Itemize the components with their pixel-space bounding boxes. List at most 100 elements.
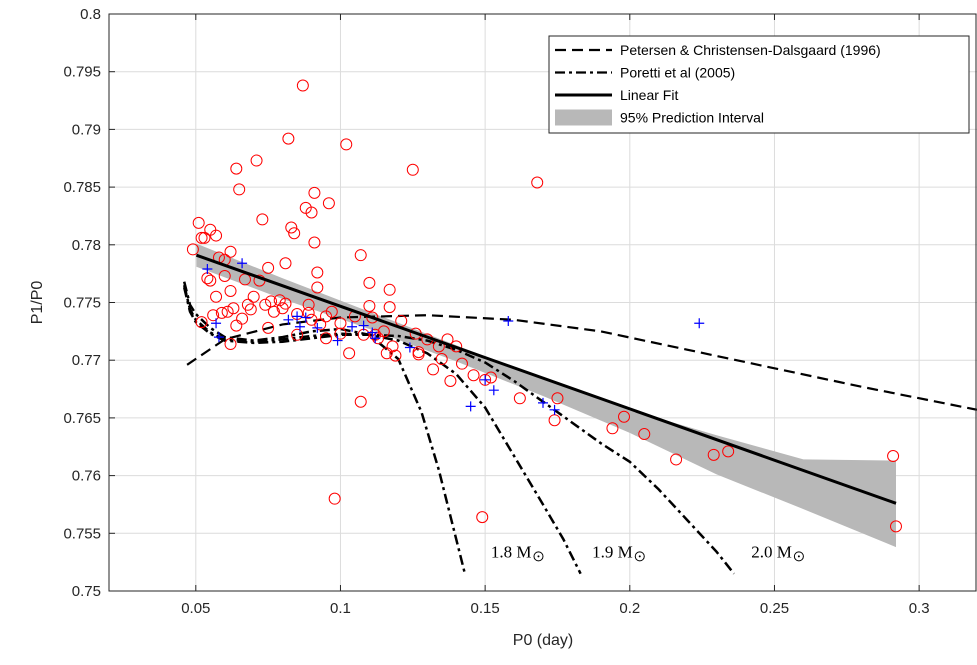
data-point-plus: [404, 342, 415, 353]
x-axis-label: P0 (day): [513, 632, 573, 649]
y-tick-label: 0.75: [72, 583, 101, 600]
sun-symbol-icon: [634, 551, 645, 562]
data-point-circle: [296, 79, 309, 92]
data-point-plus: [488, 385, 499, 396]
data-point-circle: [707, 448, 720, 461]
data-point-circle: [224, 338, 237, 351]
y-tick-label: 0.765: [63, 410, 101, 427]
legend-label: Poretti et al (2005): [620, 65, 735, 81]
mass-label: 2.0 M: [751, 543, 792, 562]
data-point-plus: [503, 315, 514, 326]
data-point-circle: [259, 298, 272, 311]
data-point-circle: [230, 162, 243, 175]
data-point-plus: [213, 332, 224, 343]
legend: Petersen & Christensen-Dalsgaard (1996) P…: [548, 35, 970, 134]
linear-fit-line: [195, 253, 897, 505]
data-point-circle: [322, 197, 335, 210]
y-tick-label: 0.775: [63, 295, 101, 312]
data-point-circle: [343, 347, 356, 360]
data-point-circle: [288, 227, 301, 240]
data-point-circle: [291, 328, 304, 341]
x-tick-label: 0.3: [909, 600, 930, 617]
data-point-plus: [465, 401, 476, 412]
data-point-circle: [354, 249, 367, 262]
data-point-circle: [670, 453, 683, 466]
data-layer: [182, 79, 977, 575]
sun-symbol-dot: [797, 555, 800, 558]
data-point-circle: [320, 332, 332, 345]
data-point-circle: [215, 306, 228, 319]
data-point-circle: [279, 297, 292, 310]
data-point-circle: [311, 266, 324, 279]
data-point-circle: [412, 346, 425, 359]
legend-swatch: [555, 109, 612, 126]
sun-symbol-icon: [533, 551, 544, 562]
data-point-circle: [244, 303, 257, 316]
data-point-circle: [887, 449, 900, 462]
y-tick-label: 0.77: [72, 352, 101, 369]
data-point-circle: [256, 213, 269, 226]
data-point-circle: [224, 284, 237, 297]
poretti-curve: [182, 287, 735, 575]
data-point-circle: [311, 281, 324, 294]
data-point-circle: [285, 221, 298, 234]
data-point-circle: [328, 492, 341, 505]
poretti-curve: [182, 284, 582, 575]
data-point-circle: [308, 186, 321, 199]
x-tick-label: 0.25: [760, 600, 789, 617]
sun-symbol-dot: [537, 555, 540, 558]
data-point-plus: [367, 327, 378, 338]
sun-symbol-dot: [638, 555, 641, 558]
data-point-plus: [347, 321, 358, 332]
data-point-circle: [308, 236, 321, 249]
data-point-circle: [218, 269, 231, 282]
data-point-circle: [227, 302, 240, 315]
data-point-circle: [531, 176, 544, 189]
data-point-plus: [480, 374, 491, 385]
poretti-curve: [182, 281, 467, 575]
x-tick-label: 0.15: [471, 600, 500, 617]
data-point-circle: [192, 216, 205, 229]
x-tick-label: 0.1: [330, 600, 351, 617]
data-point-circle: [383, 301, 396, 314]
y-axis-label: P1/P0: [29, 281, 46, 325]
data-point-plus: [292, 311, 303, 322]
y-tick-label: 0.755: [63, 525, 101, 542]
data-point-circle: [302, 298, 315, 311]
data-point-plus: [538, 397, 548, 408]
data-point-plus: [237, 258, 248, 269]
data-point-circle: [389, 349, 402, 362]
data-point-circle: [221, 305, 234, 318]
data-point-circle: [250, 154, 263, 167]
data-point-circle: [551, 392, 564, 405]
data-point-circle: [435, 353, 448, 366]
data-point-circle: [363, 299, 376, 312]
data-point-circle: [889, 520, 902, 533]
x-tick-label: 0.2: [619, 600, 640, 617]
data-point-plus: [202, 264, 213, 275]
x-tick-label: 0.05: [181, 600, 210, 617]
data-point-circle: [224, 245, 237, 258]
data-point-circle: [476, 511, 489, 524]
data-point-circle: [195, 231, 208, 244]
data-point-circle: [195, 316, 208, 329]
data-point-circle: [334, 317, 347, 330]
data-point-circle: [262, 261, 275, 274]
data-point-circle: [207, 309, 220, 322]
data-point-circle: [366, 311, 379, 324]
data-point-circle: [267, 305, 280, 318]
data-point-circle: [406, 163, 419, 176]
data-point-circle: [340, 138, 353, 151]
data-point-circle: [273, 294, 286, 307]
data-point-circle: [455, 357, 468, 370]
data-point-circle: [444, 374, 457, 387]
data-point-circle: [325, 305, 338, 318]
data-point-circle: [210, 290, 223, 303]
data-point-circle: [386, 340, 399, 353]
data-point-circle: [467, 369, 480, 382]
data-point-circle: [513, 392, 526, 405]
mass-labels: 1.8 M 1.9 M 2.0 M: [491, 543, 804, 562]
data-point-circle: [722, 445, 735, 458]
